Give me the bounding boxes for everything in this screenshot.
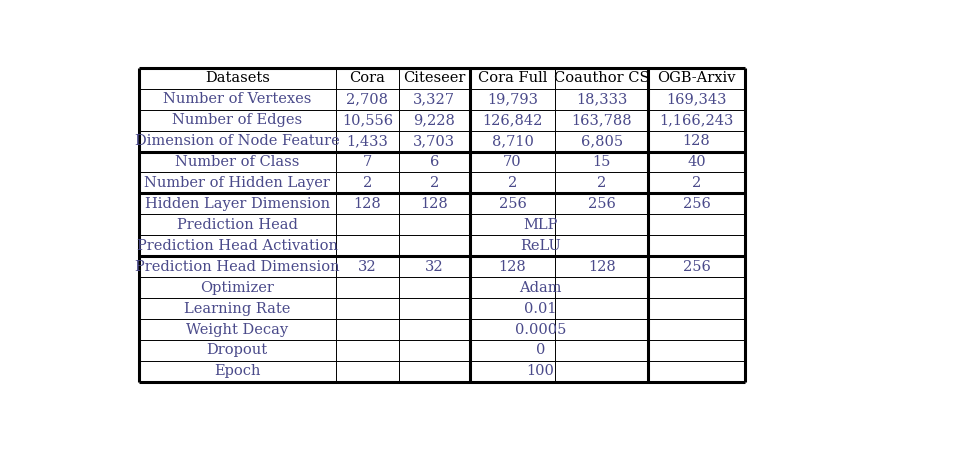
Text: 19,793: 19,793 — [487, 92, 538, 106]
Text: 9,228: 9,228 — [414, 113, 455, 127]
Text: Coauthor CS: Coauthor CS — [554, 71, 650, 85]
Text: 0.0005: 0.0005 — [515, 323, 566, 337]
Text: 100: 100 — [526, 365, 554, 378]
Text: 128: 128 — [353, 197, 381, 211]
Text: 128: 128 — [420, 197, 448, 211]
Text: 18,333: 18,333 — [576, 92, 628, 106]
Text: 126,842: 126,842 — [482, 113, 542, 127]
Text: 2: 2 — [692, 176, 701, 190]
Text: Weight Decay: Weight Decay — [186, 323, 288, 337]
Text: Optimizer: Optimizer — [201, 281, 275, 295]
Text: 15: 15 — [592, 155, 611, 169]
Text: Prediction Head Dimension: Prediction Head Dimension — [134, 260, 340, 274]
Text: Number of Hidden Layer: Number of Hidden Layer — [144, 176, 330, 190]
Text: 6,805: 6,805 — [581, 134, 623, 148]
Text: 1,433: 1,433 — [347, 134, 388, 148]
Text: Number of Vertexes: Number of Vertexes — [163, 92, 311, 106]
Text: 2: 2 — [508, 176, 517, 190]
Text: 6: 6 — [430, 155, 439, 169]
Text: ReLU: ReLU — [520, 239, 561, 253]
Text: 0.01: 0.01 — [524, 301, 557, 316]
Text: 2: 2 — [430, 176, 439, 190]
Text: 2: 2 — [597, 176, 607, 190]
Text: Adam: Adam — [519, 281, 562, 295]
Text: MLP: MLP — [523, 218, 558, 232]
Text: Prediction Head: Prediction Head — [177, 218, 298, 232]
Text: 128: 128 — [498, 260, 526, 274]
Text: 2,708: 2,708 — [347, 92, 389, 106]
Text: 40: 40 — [687, 155, 706, 169]
Text: 256: 256 — [588, 197, 615, 211]
Text: Citeseer: Citeseer — [403, 71, 466, 85]
Text: 3,327: 3,327 — [414, 92, 455, 106]
Text: Number of Edges: Number of Edges — [172, 113, 302, 127]
Text: Dropout: Dropout — [206, 343, 268, 357]
Text: Learning Rate: Learning Rate — [184, 301, 290, 316]
Text: Prediction Head Activation: Prediction Head Activation — [136, 239, 338, 253]
Text: 256: 256 — [683, 197, 710, 211]
Text: OGB-Arxiv: OGB-Arxiv — [658, 71, 736, 85]
Text: 32: 32 — [358, 260, 376, 274]
Text: 169,343: 169,343 — [666, 92, 727, 106]
Text: 0: 0 — [536, 343, 545, 357]
Text: 256: 256 — [683, 260, 710, 274]
Text: 3,703: 3,703 — [413, 134, 455, 148]
Text: Epoch: Epoch — [214, 365, 260, 378]
Text: Datasets: Datasets — [204, 71, 270, 85]
Text: 128: 128 — [588, 260, 615, 274]
Text: 70: 70 — [503, 155, 522, 169]
Text: 128: 128 — [683, 134, 710, 148]
Text: Cora: Cora — [349, 71, 385, 85]
Text: Dimension of Node Feature: Dimension of Node Feature — [134, 134, 340, 148]
Text: 2: 2 — [363, 176, 372, 190]
Text: Hidden Layer Dimension: Hidden Layer Dimension — [145, 197, 329, 211]
Text: 10,556: 10,556 — [342, 113, 393, 127]
Text: 7: 7 — [363, 155, 372, 169]
Text: 256: 256 — [498, 197, 526, 211]
Text: 163,788: 163,788 — [571, 113, 632, 127]
Text: Cora Full: Cora Full — [478, 71, 547, 85]
Text: 32: 32 — [425, 260, 444, 274]
Text: 1,166,243: 1,166,243 — [660, 113, 733, 127]
Text: 8,710: 8,710 — [492, 134, 534, 148]
Text: Number of Class: Number of Class — [175, 155, 300, 169]
